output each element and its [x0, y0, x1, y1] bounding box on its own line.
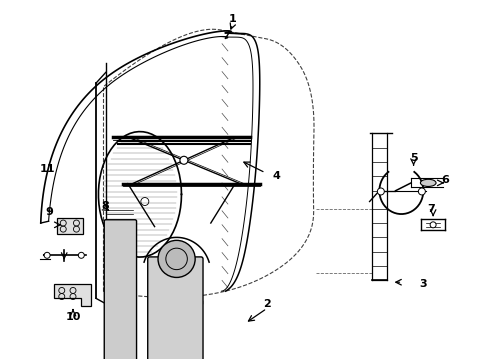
Circle shape	[158, 240, 195, 278]
Text: 2: 2	[263, 299, 271, 309]
Polygon shape	[57, 218, 83, 234]
Text: 9: 9	[46, 207, 53, 217]
Circle shape	[44, 252, 50, 258]
Circle shape	[78, 252, 84, 258]
Text: 8: 8	[102, 201, 110, 211]
Text: 6: 6	[441, 175, 449, 185]
Circle shape	[418, 188, 425, 195]
Text: 11: 11	[39, 163, 55, 174]
Text: 7: 7	[427, 204, 435, 214]
Text: 10: 10	[65, 312, 81, 322]
FancyBboxPatch shape	[104, 220, 137, 360]
Circle shape	[430, 222, 436, 228]
Text: 5: 5	[410, 153, 417, 163]
Circle shape	[377, 188, 384, 195]
Text: 4: 4	[273, 171, 281, 181]
Text: 3: 3	[419, 279, 427, 289]
Ellipse shape	[420, 179, 436, 186]
Circle shape	[180, 156, 188, 164]
FancyBboxPatch shape	[147, 257, 203, 360]
Polygon shape	[54, 284, 91, 306]
Text: 1: 1	[229, 14, 237, 24]
